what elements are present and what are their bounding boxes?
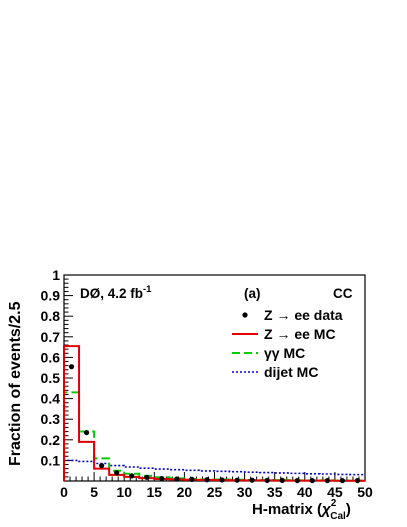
data-point	[279, 477, 285, 483]
x-tick-label: 20	[177, 484, 193, 500]
legend-label: dijet MC	[264, 364, 318, 380]
y-tick-label: 0.1	[41, 452, 61, 468]
y-tick-label: 0.6	[41, 349, 61, 365]
legend-label: Z → ee data	[264, 307, 343, 323]
data-point	[189, 476, 195, 482]
x-tick-label: 15	[147, 484, 163, 500]
data-point	[324, 477, 330, 484]
data-point	[159, 475, 165, 482]
plot-frame	[63, 274, 366, 482]
y-tick-label: 0.8	[41, 308, 61, 324]
panel-label: (a)	[244, 286, 261, 301]
y-tick-label: 0.2	[41, 432, 61, 448]
x-tick-label: 5	[90, 484, 98, 500]
y-tick-label: 0.5	[41, 370, 61, 386]
x-tick-label: 50	[357, 484, 373, 500]
region-label: CC	[333, 286, 353, 301]
series-layer	[63, 345, 365, 484]
histogram-solid	[63, 345, 365, 482]
lumi-superscript: -1	[143, 284, 152, 295]
axis-ticks: 0 5 10 15 20 25 30 35 40 45 50 0.1 0.2 0.3 0.4 0.5 0.6 0.…	[41, 267, 373, 500]
legend: Z → ee data Z → ee MC γγ MC dijet MC	[232, 307, 343, 380]
x-tick-label: 30	[237, 484, 253, 500]
y-tick-label: 0.7	[41, 329, 61, 345]
data-point	[114, 470, 120, 476]
x-tick-label: 45	[327, 484, 343, 500]
legend-marker	[242, 312, 248, 318]
data-point	[249, 477, 255, 483]
data-point	[294, 477, 300, 484]
data-point	[174, 476, 180, 482]
y-tick-label: 0.3	[41, 411, 61, 427]
data-point	[99, 462, 105, 469]
legend-label: γγ MC	[264, 345, 305, 361]
data-point	[129, 473, 135, 479]
y-axis-label: Fraction of events/2.5	[7, 301, 24, 466]
legend-label: Z → ee MC	[264, 326, 336, 342]
x-tick-label: 10	[116, 484, 132, 500]
x-tick-label: 0	[60, 484, 68, 500]
data-point	[204, 477, 210, 483]
data-point	[144, 474, 150, 480]
x-axis-label: H-matrix (χ2 Cal)	[252, 498, 351, 522]
data-point	[83, 429, 90, 436]
data-point	[354, 477, 361, 484]
y-tick-label: 0.4	[41, 391, 61, 407]
data-point	[264, 477, 270, 483]
experiment-label: DØ, 4.2 fb-1	[80, 284, 152, 301]
y-tick-label: 1	[52, 267, 60, 283]
x-tick-label: 40	[297, 484, 313, 500]
x-tick-label: 25	[207, 484, 223, 500]
data-point	[234, 477, 240, 483]
y-tick-label: 0.9	[41, 288, 61, 304]
data-point	[68, 364, 75, 370]
data-point	[309, 477, 315, 484]
data-point	[339, 477, 346, 484]
x-tick-label: 35	[267, 484, 283, 500]
histogram-dotted	[63, 459, 365, 481]
data-point	[219, 477, 225, 483]
